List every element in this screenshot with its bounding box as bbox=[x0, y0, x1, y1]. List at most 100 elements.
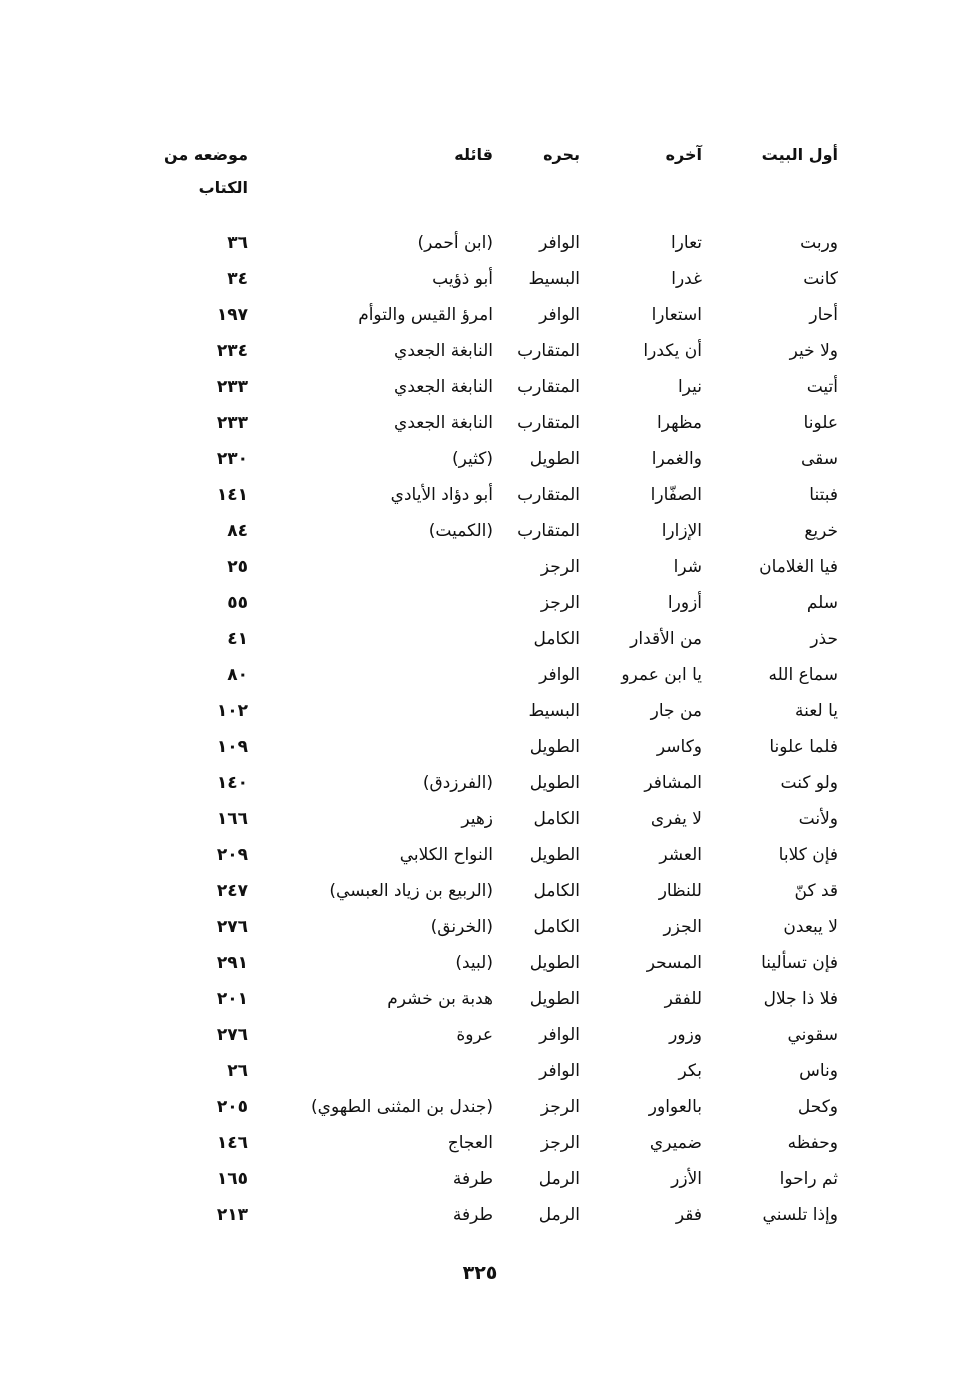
verse-page-ref: ٢٤٧ bbox=[216, 881, 248, 901]
verse-last-word: أزورا bbox=[667, 593, 702, 613]
verse-poet: طرفة bbox=[452, 1169, 493, 1189]
verse-page-ref: ٢٧٦ bbox=[216, 1025, 248, 1045]
verse-first-word: يا لعنة bbox=[795, 701, 838, 721]
verse-first-word: خريع bbox=[804, 521, 838, 541]
verse-meter: الوافر bbox=[539, 1061, 580, 1081]
verse-poet: النابغة الجعدي bbox=[394, 413, 493, 433]
verse-page-ref: ٢٩١ bbox=[216, 953, 248, 973]
verse-poet: (الكميت) bbox=[428, 521, 493, 541]
verse-last-word: لا يفرى bbox=[650, 809, 702, 829]
header-first-of-verse: أول البيت bbox=[761, 145, 838, 164]
verse-page-ref: ١٤٠ bbox=[216, 773, 248, 793]
verse-page-ref: ٤١ bbox=[227, 629, 248, 649]
verse-meter: الطويل bbox=[529, 953, 580, 973]
verse-last-word: المسحر bbox=[646, 953, 702, 973]
verse-last-word: والغمرا bbox=[651, 449, 702, 469]
verse-last-word: من جار bbox=[650, 701, 702, 721]
verse-page-ref: ٢٦ bbox=[227, 1061, 248, 1081]
verse-first-word: فإن تسألينا bbox=[761, 953, 838, 973]
verse-meter: الرجز bbox=[540, 593, 580, 613]
verse-meter: الطويل bbox=[529, 773, 580, 793]
verse-last-word: مظهرا bbox=[657, 413, 702, 433]
verse-first-word: ثم راحوا bbox=[779, 1169, 838, 1189]
verse-meter: المتقارب bbox=[517, 377, 580, 397]
verse-first-word: فيا الغلامان bbox=[759, 557, 838, 577]
verse-last-word: للنظار bbox=[658, 881, 702, 901]
verse-first-word: وناس bbox=[799, 1061, 838, 1081]
verse-meter: الوافر bbox=[539, 233, 580, 253]
verse-page-ref: ٢٣٤ bbox=[216, 341, 248, 361]
verse-first-word: فلما علونا bbox=[769, 737, 838, 757]
verse-page-ref: ١٩٧ bbox=[216, 305, 248, 325]
verse-meter: المتقارب bbox=[517, 521, 580, 541]
verse-last-word: بالعواور bbox=[648, 1097, 702, 1117]
header-location-line2: الكتاب bbox=[198, 178, 248, 197]
verse-page-ref: ١٦٥ bbox=[216, 1169, 248, 1189]
verse-meter: الطويل bbox=[529, 737, 580, 757]
header-end-of-verse: آخره bbox=[665, 145, 702, 164]
verse-page-ref: ١٠٩ bbox=[216, 737, 248, 757]
verse-poet: النواح الكلابي bbox=[399, 845, 493, 865]
verse-first-word: سقى bbox=[800, 449, 838, 469]
verse-meter: الوافر bbox=[539, 1025, 580, 1045]
verse-page-ref: ٢٠٥ bbox=[216, 1097, 248, 1117]
verse-poet: أبو ذؤيب bbox=[432, 269, 493, 289]
verse-last-word: ضميري bbox=[649, 1133, 702, 1153]
verse-page-ref: ٢٠٩ bbox=[216, 845, 248, 865]
verse-poet: العجاج bbox=[447, 1133, 493, 1153]
verse-poet: (الفرزدق) bbox=[422, 773, 493, 793]
verse-first-word: حذر bbox=[810, 629, 838, 649]
verse-first-word: أتيت bbox=[806, 377, 838, 397]
verse-last-word: الإزارا bbox=[661, 521, 702, 541]
verse-meter: المتقارب bbox=[517, 341, 580, 361]
verse-meter: الرجز bbox=[540, 1133, 580, 1153]
verse-first-word: كانت bbox=[803, 269, 838, 289]
verse-last-word: وكاسر bbox=[656, 737, 702, 757]
verse-page-ref: ٢٣٣ bbox=[216, 377, 248, 397]
verse-page-ref: ٢٥ bbox=[227, 557, 248, 577]
verse-last-word: أن يكدرا bbox=[643, 341, 702, 361]
verse-poet: (الخرنق) bbox=[430, 917, 493, 937]
verse-page-ref: ٨٠ bbox=[227, 665, 248, 685]
verse-last-word: غدرا bbox=[671, 269, 702, 289]
verse-first-word: ولا خير bbox=[789, 341, 838, 361]
verse-last-word: المشافر bbox=[644, 773, 702, 793]
verse-last-word: الجزر bbox=[663, 917, 702, 937]
verse-meter: الطويل bbox=[529, 989, 580, 1009]
verse-poet: زهير bbox=[461, 809, 493, 829]
header-meter: بحره bbox=[543, 145, 580, 164]
verse-last-word: الصفّارا bbox=[650, 485, 702, 505]
verse-meter: الرجز bbox=[540, 1097, 580, 1117]
verse-meter: الرمل bbox=[538, 1169, 580, 1189]
verse-first-word: سماع الله bbox=[768, 665, 838, 685]
verse-first-word: ولأنت bbox=[798, 809, 838, 829]
verse-meter: الرجز bbox=[540, 557, 580, 577]
verse-last-word: شرا bbox=[673, 557, 702, 577]
verse-first-word: فإن كلابا bbox=[778, 845, 838, 865]
verse-poet: النابغة الجعدي bbox=[394, 341, 493, 361]
verse-meter: المتقارب bbox=[517, 485, 580, 505]
verse-meter: الطويل bbox=[529, 845, 580, 865]
verse-last-word: من الأقدار bbox=[630, 629, 702, 649]
verse-meter: البسيط bbox=[528, 269, 580, 289]
verse-page-ref: ٢١٣ bbox=[216, 1205, 248, 1225]
verse-first-word: ولو كنت bbox=[780, 773, 839, 793]
verse-page-ref: ٥٥ bbox=[227, 593, 248, 613]
verse-poet: (لبيد) bbox=[455, 953, 493, 973]
verse-first-word: علونا bbox=[803, 413, 838, 433]
verse-poet: امرؤ القيس والتوأم bbox=[358, 305, 493, 325]
verse-first-word: وإذا تلسني bbox=[762, 1205, 838, 1225]
verse-first-word: وحفظه bbox=[787, 1133, 838, 1153]
verse-page-ref: ٣٦ bbox=[227, 233, 248, 253]
verse-poet: (جندل بن المثنى الطهوي) bbox=[311, 1097, 493, 1117]
verse-poet: هدبة بن خشرم bbox=[387, 989, 493, 1009]
verse-meter: الرمل bbox=[538, 1205, 580, 1225]
verse-page-ref: ٢٧٦ bbox=[216, 917, 248, 937]
verse-last-word: العشر bbox=[659, 845, 702, 865]
verse-last-word: يا ابن عمرو bbox=[621, 665, 702, 685]
verse-meter: الطويل bbox=[529, 449, 580, 469]
verse-page-ref: ١٠٢ bbox=[216, 701, 248, 721]
verse-poet: النابغة الجعدي bbox=[394, 377, 493, 397]
verse-meter: الوافر bbox=[539, 665, 580, 685]
